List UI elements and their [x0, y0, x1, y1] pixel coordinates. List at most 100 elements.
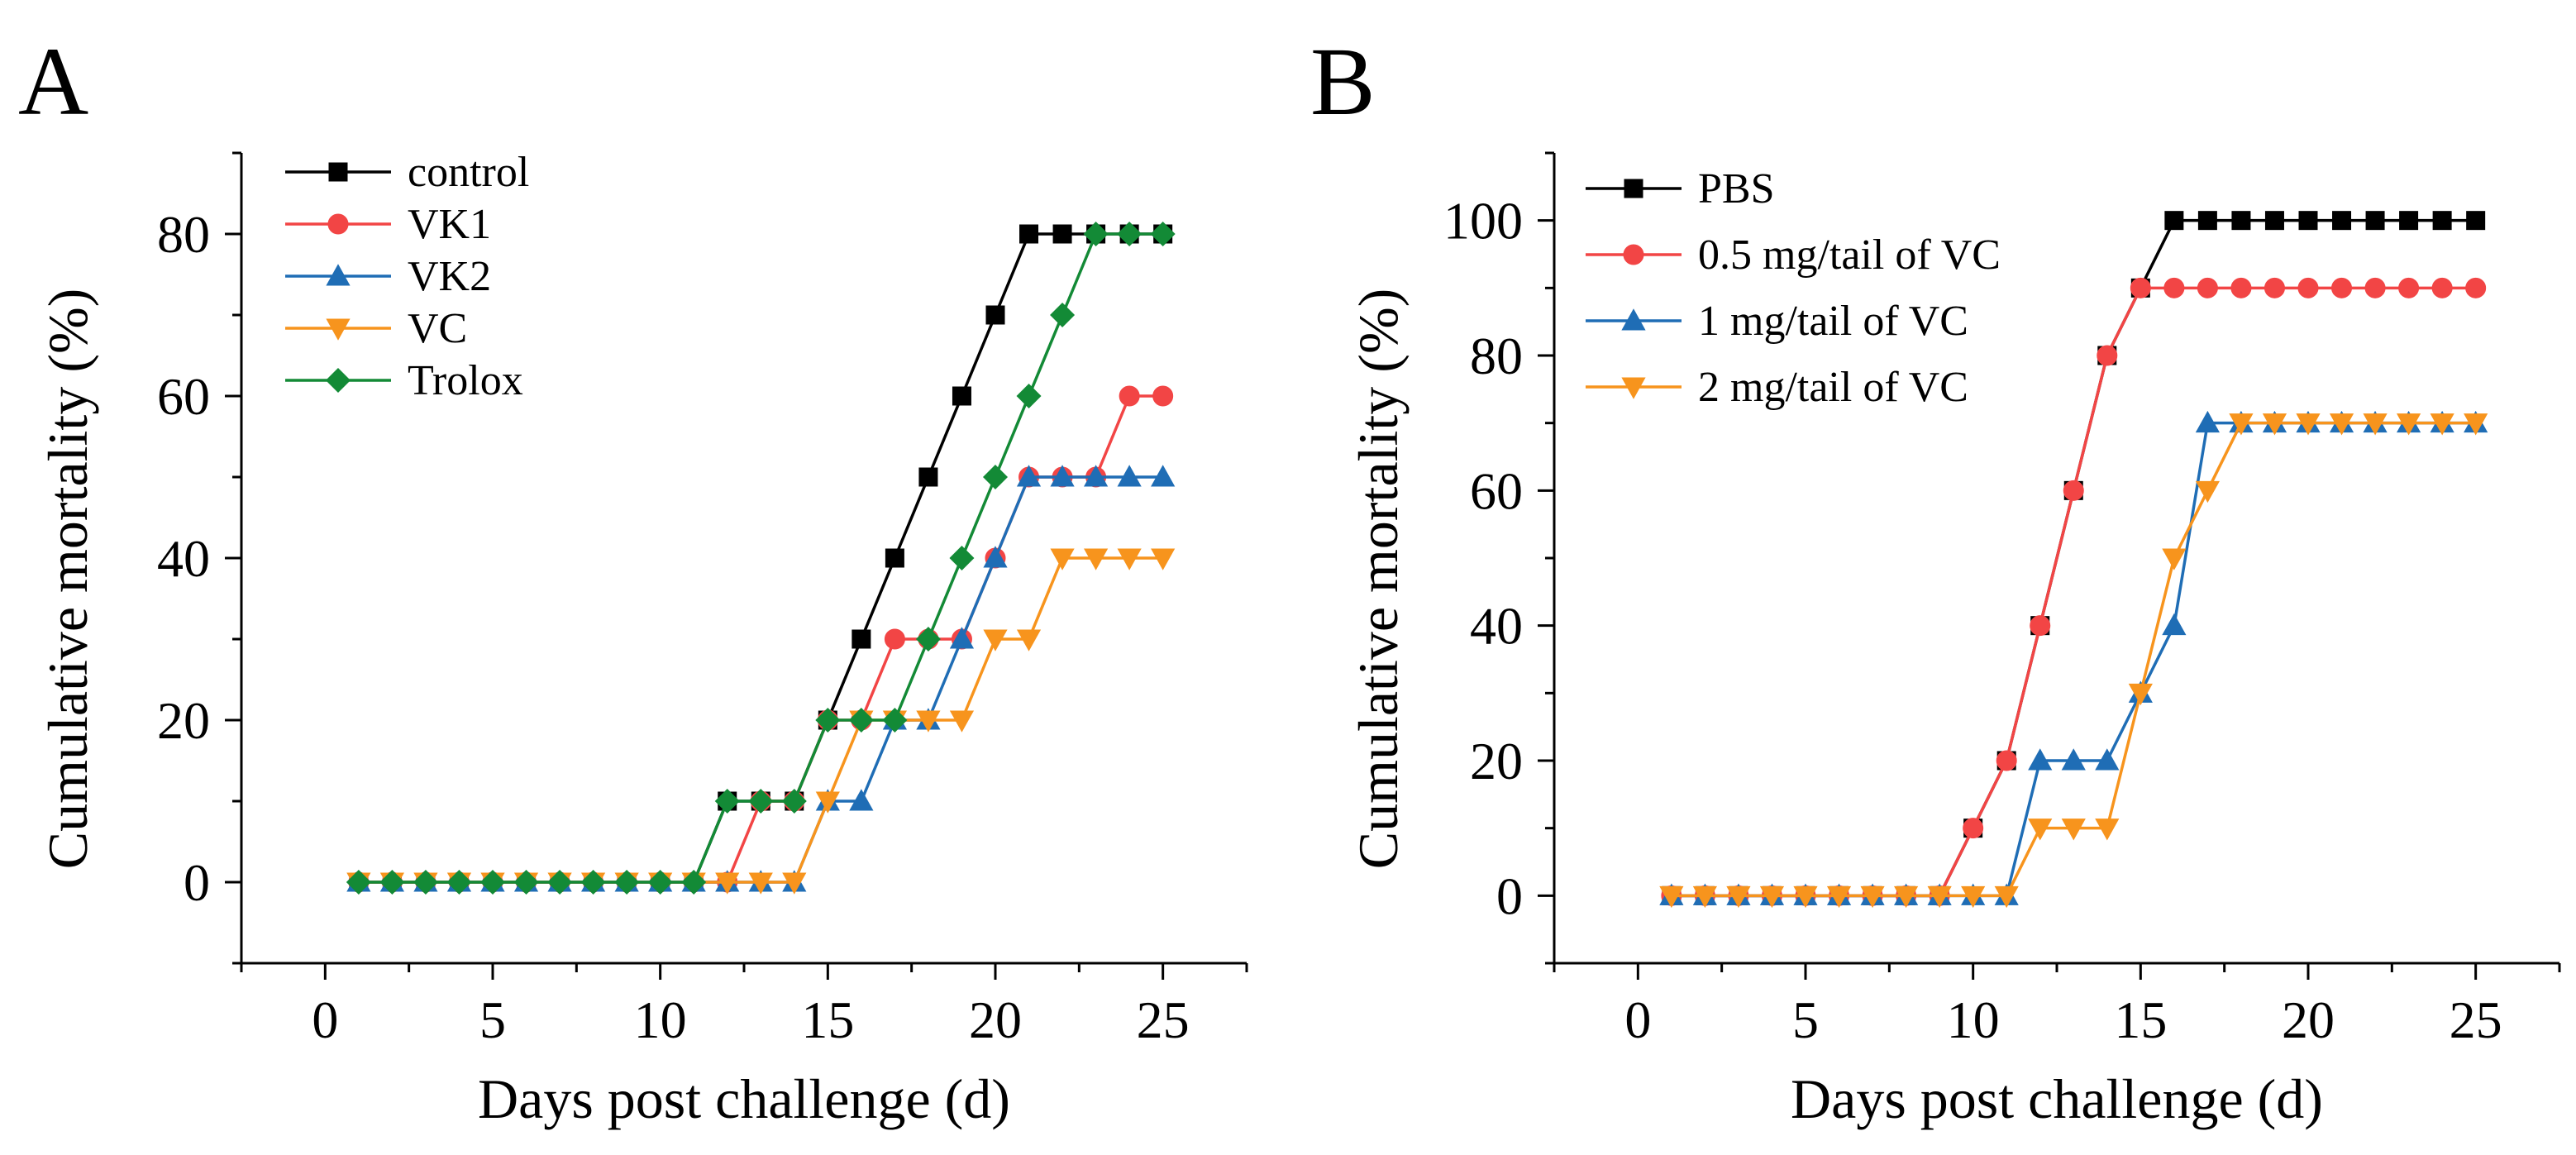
data-point-2-mg-tail-of-vc — [2430, 413, 2454, 436]
data-point-vk2 — [949, 627, 975, 649]
data-point-2-mg-tail-of-vc — [1927, 885, 1952, 909]
x-tick-label: 15 — [801, 990, 854, 1049]
data-point-vk2 — [1084, 465, 1109, 487]
data-point-2-mg-tail-of-vc — [1826, 885, 1852, 909]
data-point-vk1 — [1152, 385, 1174, 407]
data-point-control — [918, 467, 938, 487]
legend-label: 0.5 mg/tail of VC — [1698, 231, 2001, 279]
data-point-2-mg-tail-of-vc — [2229, 413, 2254, 436]
data-point-trolox — [1083, 221, 1109, 247]
y-axis-label: Cumulative mortality (%) — [1347, 289, 1410, 870]
data-point-control — [1019, 224, 1039, 244]
series-line-control — [358, 232, 1163, 884]
data-point-trolox — [614, 869, 640, 895]
data-point-trolox — [547, 869, 573, 895]
y-tick-label: 80 — [1470, 327, 1523, 385]
series-vk2 — [346, 465, 1176, 892]
data-point-0-5-mg-tail-of-vc — [2130, 277, 2151, 298]
data-point-2-mg-tail-of-vc — [2061, 819, 2086, 841]
data-point-1-mg-tail-of-vc — [2095, 748, 2120, 771]
x-tick-label: 0 — [1624, 990, 1651, 1049]
data-point-2-mg-tail-of-vc — [2262, 413, 2287, 436]
data-point-vk2 — [983, 546, 1008, 568]
data-point-vc — [815, 791, 840, 814]
data-point-vc — [1151, 548, 1176, 570]
data-point-1-mg-tail-of-vc — [2195, 410, 2220, 433]
y-tick-label: 40 — [1470, 597, 1523, 656]
data-point-pbs — [2164, 211, 2184, 231]
data-point-2-mg-tail-of-vc — [2296, 413, 2321, 436]
data-point-2-mg-tail-of-vc — [2028, 819, 2053, 841]
legend-label: VK1 — [408, 201, 491, 248]
data-point-pbs — [2197, 211, 2217, 231]
legend-item-1-mg-tail-of-vc: 1 mg/tail of VC — [1586, 298, 1968, 345]
legend-item-trolox: Trolox — [285, 357, 523, 404]
data-point-2-mg-tail-of-vc — [1659, 885, 1684, 909]
data-point-control — [885, 548, 904, 568]
y-tick-label: 100 — [1443, 192, 1523, 251]
data-point-trolox — [580, 869, 606, 895]
x-tick-label: 10 — [634, 990, 687, 1049]
data-point-2-mg-tail-of-vc — [1860, 885, 1885, 909]
x-tick-label: 25 — [1137, 990, 1190, 1049]
data-point-trolox — [479, 869, 506, 895]
data-point-control — [852, 629, 871, 649]
x-tick-label: 5 — [1792, 990, 1819, 1049]
data-point-0-5-mg-tail-of-vc — [2297, 277, 2319, 298]
data-point-2-mg-tail-of-vc — [2162, 548, 2187, 570]
data-point-vc — [949, 710, 975, 733]
data-point-vc — [782, 872, 807, 895]
legend-marker — [1623, 244, 1644, 265]
legend: control VK1 VK2 VC Trolox — [285, 149, 529, 404]
series-line-vk2 — [358, 475, 1163, 884]
data-point-0-5-mg-tail-of-vc — [1963, 818, 1984, 839]
legend-marker — [325, 367, 351, 394]
data-point-2-mg-tail-of-vc — [1726, 885, 1751, 909]
data-point-trolox — [379, 869, 405, 895]
data-point-vk2 — [1050, 465, 1075, 487]
data-point-0-5-mg-tail-of-vc — [2097, 345, 2118, 366]
data-point-trolox — [714, 788, 740, 814]
data-point-2-mg-tail-of-vc — [2397, 413, 2421, 436]
legend-item-vk1: VK1 — [285, 201, 491, 248]
data-point-trolox — [446, 869, 472, 895]
y-tick-label: 0 — [1496, 866, 1523, 925]
data-point-vk2 — [1016, 465, 1042, 487]
data-point-2-mg-tail-of-vc — [2095, 819, 2120, 841]
data-point-1-mg-tail-of-vc — [2162, 613, 2187, 636]
data-point-0-5-mg-tail-of-vc — [2030, 615, 2051, 637]
data-point-vc — [1016, 629, 1042, 651]
x-tick-label: 20 — [2282, 990, 2335, 1049]
legend-label: VK2 — [408, 253, 491, 300]
data-point-pbs — [2298, 211, 2318, 231]
y-tick-label: 20 — [157, 691, 210, 750]
y-tick-label: 0 — [184, 853, 210, 912]
legend-label: 1 mg/tail of VC — [1698, 298, 1968, 345]
data-point-0-5-mg-tail-of-vc — [2230, 277, 2252, 298]
legend-marker — [1624, 179, 1643, 198]
data-point-pbs — [2264, 211, 2284, 231]
y-tick-label: 80 — [157, 205, 210, 264]
data-point-trolox — [982, 464, 1009, 490]
data-point-0-5-mg-tail-of-vc — [2264, 277, 2285, 298]
data-point-trolox — [681, 869, 707, 895]
data-point-vc — [1117, 548, 1142, 570]
legend-marker — [1621, 377, 1646, 399]
legend-marker — [326, 318, 351, 341]
data-point-trolox — [882, 707, 908, 733]
data-point-pbs — [2231, 211, 2251, 231]
x-tick-label: 15 — [2114, 990, 2167, 1049]
data-point-0-5-mg-tail-of-vc — [2063, 480, 2084, 501]
data-point-vc — [1050, 548, 1075, 570]
legend-marker — [327, 213, 349, 235]
data-point-vc — [1084, 548, 1109, 570]
data-point-trolox — [949, 545, 975, 571]
data-point-trolox — [1150, 221, 1176, 247]
data-point-trolox — [781, 788, 807, 814]
data-point-trolox — [647, 869, 673, 895]
x-tick-label: 20 — [969, 990, 1022, 1049]
y-tick-label: 60 — [157, 367, 210, 426]
data-point-control — [985, 305, 1005, 325]
legend-marker — [1621, 308, 1646, 331]
